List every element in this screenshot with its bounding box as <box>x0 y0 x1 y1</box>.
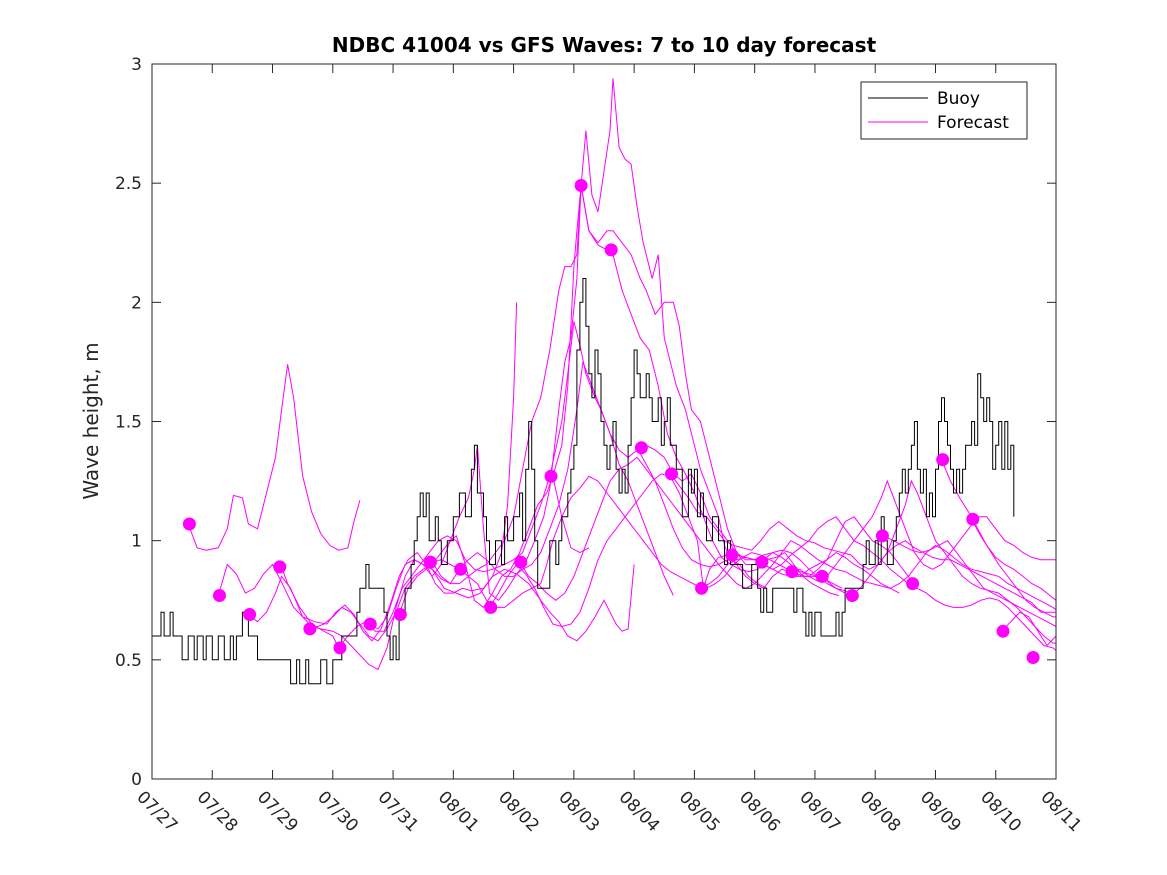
forecast-marker-1 <box>182 517 196 531</box>
forecast-line-16 <box>790 479 1056 582</box>
forecast-marker-15 <box>604 243 618 257</box>
forecast-marker-6 <box>333 641 347 655</box>
forecast-line-2 <box>217 302 518 642</box>
forecast-marker-13 <box>544 469 558 483</box>
forecast-marker-layer <box>182 179 1040 664</box>
forecast-marker-25 <box>906 577 920 591</box>
y-tick-label: 2.5 <box>115 174 142 194</box>
forecast-line-1 <box>187 364 361 551</box>
y-tick-label: 0 <box>131 770 142 790</box>
forecast-line-5 <box>311 185 840 642</box>
chart-title: NDBC 41004 vs GFS Waves: 7 to 10 day for… <box>332 33 877 57</box>
forecast-line-6 <box>368 185 855 630</box>
forecast-line-19 <box>941 459 1057 601</box>
forecast-marker-10 <box>454 562 468 576</box>
forecast-marker-29 <box>1026 651 1040 664</box>
forecast-marker-24 <box>875 529 889 543</box>
forecast-line-20 <box>971 518 1056 618</box>
forecast-marker-28 <box>996 624 1010 638</box>
forecast-line-12 <box>552 476 590 554</box>
forecast-marker-16 <box>634 441 648 455</box>
buoy-layer <box>152 278 1015 685</box>
forecast-marker-12 <box>514 555 528 569</box>
forecast-marker-14 <box>574 179 588 192</box>
legend: Buoy Forecast <box>860 81 1028 140</box>
forecast-marker-4 <box>273 560 287 574</box>
legend-box <box>860 81 1028 140</box>
forecast-line-11 <box>519 456 900 601</box>
forecast-line-14 <box>669 473 1056 644</box>
forecast-marker-3 <box>243 608 257 621</box>
forecast-marker-7 <box>363 617 377 631</box>
y-tick-label: 3 <box>131 55 142 75</box>
forecast-marker-18 <box>695 581 709 595</box>
forecast-line-3 <box>248 78 767 671</box>
forecast-marker-5 <box>303 622 317 636</box>
buoy-series-line <box>152 278 1015 685</box>
forecast-marker-20 <box>755 555 769 569</box>
forecast-marker-26 <box>936 453 950 467</box>
y-axis-label: Wave height, m <box>79 342 103 499</box>
forecast-marker-17 <box>665 467 678 481</box>
forecast-marker-11 <box>484 600 498 614</box>
y-axis: 0 0.5 1 1.5 2 2.5 3 <box>115 55 1056 790</box>
y-tick-label: 1.5 <box>115 413 142 433</box>
forecast-line-21 <box>1001 611 1057 647</box>
forecast-marker-22 <box>815 569 829 583</box>
y-tick-label: 1 <box>131 532 142 552</box>
forecast-line-7 <box>398 361 846 615</box>
forecast-marker-23 <box>845 589 859 602</box>
forecast-line-13 <box>636 447 1057 611</box>
forecast-marker-8 <box>393 608 407 621</box>
legend-label-forecast: Forecast <box>937 113 1009 133</box>
forecast-marker-19 <box>725 548 739 562</box>
plot-area <box>151 63 1057 780</box>
forecast-marker-9 <box>423 555 437 569</box>
forecast-marker-21 <box>785 565 799 579</box>
forecast-marker-27 <box>966 512 980 526</box>
forecast-line-18 <box>883 535 1057 627</box>
y-tick-label: 0.5 <box>115 651 142 671</box>
y-tick-label: 2 <box>131 293 142 313</box>
forecast-layer <box>187 78 1057 671</box>
forecast-line-9 <box>431 564 635 642</box>
legend-label-buoy: Buoy <box>937 89 980 109</box>
forecast-line-8 <box>432 475 843 608</box>
forecast-marker-2 <box>213 589 226 602</box>
